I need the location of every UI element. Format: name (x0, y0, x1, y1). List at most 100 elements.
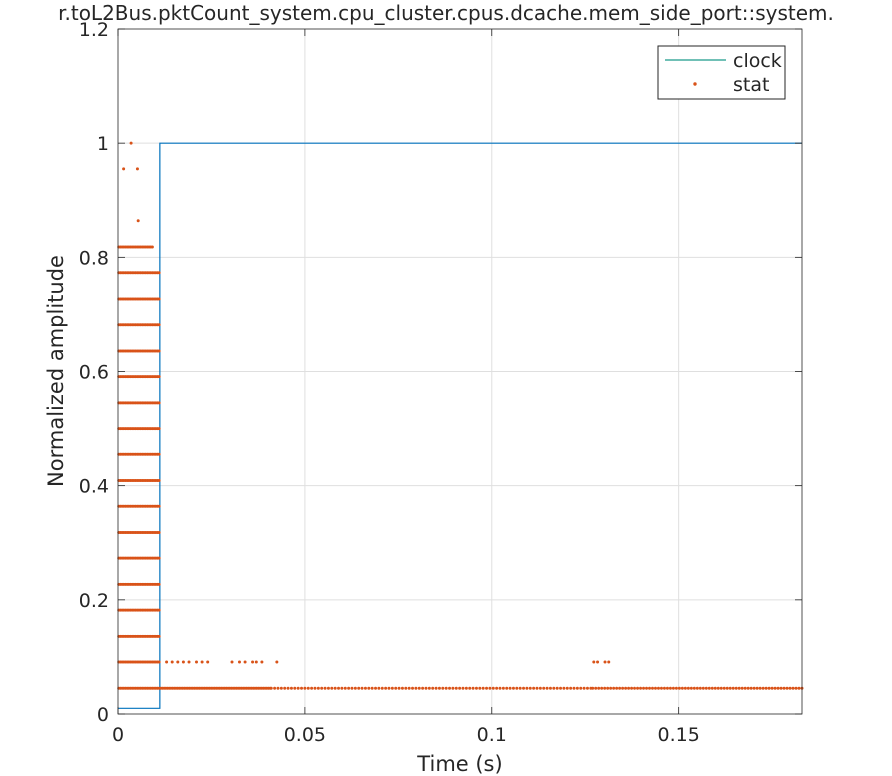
y-tick-label: 0.2 (79, 590, 109, 612)
stat-point (596, 660, 600, 664)
axis-ticks: 0 0.05 0.1 0.15 0 0.2 0.4 0.6 0.8 1 1.2 (79, 19, 802, 746)
x-tick-label: 0.1 (477, 724, 507, 746)
y-tick-label: 1 (97, 133, 109, 155)
stat-point (454, 686, 458, 690)
stat-point (542, 686, 546, 690)
stat-point (704, 686, 708, 690)
stat-point (600, 686, 604, 690)
stat-point (518, 686, 522, 690)
stat-point (157, 401, 161, 405)
stat-point (627, 686, 631, 690)
stat-point (157, 660, 161, 664)
stat-point (157, 556, 161, 560)
stat-point (791, 686, 795, 690)
stat-point (488, 686, 492, 690)
stat-point (707, 686, 711, 690)
stat-point (572, 686, 576, 690)
stat-point (671, 686, 675, 690)
stat-point (606, 686, 610, 690)
legend-box (657, 45, 786, 100)
stat-point (474, 686, 478, 690)
stat-point (181, 660, 185, 664)
stat-point (633, 686, 637, 690)
stat-point (683, 686, 687, 690)
stat-point (448, 686, 452, 690)
stat-point (357, 686, 361, 690)
stat-point (615, 686, 619, 690)
stat-point (758, 686, 762, 690)
stat-point (411, 686, 415, 690)
stat-point (674, 686, 678, 690)
stat-point (752, 686, 756, 690)
y-tick-label: 0.6 (79, 362, 109, 384)
stat-point (431, 686, 435, 690)
stat-point (330, 686, 334, 690)
stat-point (773, 686, 777, 690)
stat-point (785, 686, 789, 690)
stat-point (360, 686, 364, 690)
stat-point (737, 686, 741, 690)
stat-point (740, 686, 744, 690)
stat-point (710, 686, 714, 690)
chart-title: r.toL2Bus.pktCount_system.cpu_cluster.cp… (58, 1, 834, 25)
stat-point (390, 686, 394, 690)
stat-point (400, 686, 404, 690)
stat-point (293, 686, 297, 690)
stat-point (187, 660, 191, 664)
stat-point (353, 686, 357, 690)
stat-point (157, 297, 161, 301)
legend-stat-swatch (693, 82, 697, 86)
stat-point (609, 686, 613, 690)
stat-point (157, 504, 161, 508)
stat-point (170, 660, 174, 664)
stat-point (505, 686, 509, 690)
stat-point (728, 686, 732, 690)
stat-point (313, 686, 317, 690)
y-tick-label: 0.8 (79, 247, 109, 269)
stat-point (749, 686, 753, 690)
stat-point (636, 686, 640, 690)
stat-point (562, 686, 566, 690)
stat-point (129, 141, 133, 145)
stat-point (575, 686, 579, 690)
stat-point (157, 323, 161, 327)
stat-point (782, 686, 786, 690)
stat-point (701, 686, 705, 690)
stat-point (618, 686, 622, 690)
stat-point (585, 686, 589, 690)
stat-point (770, 686, 774, 690)
stat-point (797, 686, 801, 690)
stat-point (269, 686, 273, 690)
x-tick-label: 0.05 (284, 724, 326, 746)
stat-point (300, 686, 304, 690)
stat-point (662, 686, 666, 690)
stat-point (176, 660, 180, 664)
stat-point (698, 686, 702, 690)
stat-point (776, 686, 780, 690)
stat-point (668, 686, 672, 690)
stat-point (565, 686, 569, 690)
stat-point (326, 686, 330, 690)
stat-point (525, 686, 529, 690)
stat-point (150, 245, 154, 249)
stat-point (689, 686, 693, 690)
stat-point (367, 686, 371, 690)
stat-point (713, 686, 717, 690)
stat-point (437, 686, 441, 690)
stat-point (508, 686, 512, 690)
stat-point (538, 686, 542, 690)
stat-point (545, 686, 549, 690)
stat-point (407, 686, 411, 690)
stat-point (648, 686, 651, 690)
stat-point (384, 686, 388, 690)
stat-point (592, 660, 596, 664)
stat-point (491, 686, 495, 690)
stat-point (532, 686, 536, 690)
stat-point (206, 660, 210, 664)
stat-point (303, 686, 307, 690)
stat-point (273, 686, 277, 690)
stat-point (559, 686, 563, 690)
stat-point (461, 686, 465, 690)
stat-point (794, 686, 798, 690)
